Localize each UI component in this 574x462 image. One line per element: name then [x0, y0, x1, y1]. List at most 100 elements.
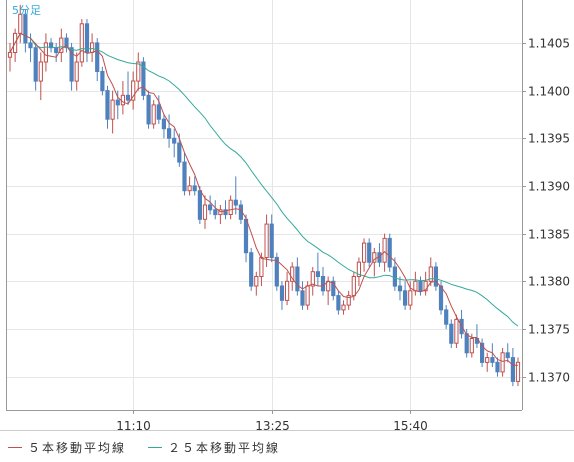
candle-body	[177, 142, 182, 163]
candle-body	[90, 42, 95, 53]
candle-body	[464, 333, 469, 354]
candle-body	[7, 51, 13, 58]
candle-body	[38, 61, 43, 82]
legend-label-ma5: ５本移動平均線	[28, 440, 127, 455]
candle-body	[69, 47, 74, 82]
candle-body	[351, 276, 356, 297]
candle-body	[480, 342, 485, 363]
candle-body	[136, 61, 141, 82]
candle-body	[433, 266, 438, 287]
candle-body	[59, 37, 64, 53]
candle-body	[167, 128, 172, 139]
candle-body	[259, 256, 264, 277]
candle-body	[161, 118, 167, 130]
candle-body	[372, 252, 377, 263]
candle-body	[341, 304, 346, 311]
candle-body	[387, 237, 392, 268]
candle-body	[264, 223, 269, 259]
candle-body	[454, 318, 459, 344]
candle-body	[141, 61, 146, 96]
candle-body	[505, 352, 510, 359]
candle-body	[110, 99, 115, 120]
legend-label-ma25: ２５本移動平均線	[168, 440, 281, 455]
candle-body	[243, 218, 249, 254]
candle-body	[74, 61, 79, 82]
candle-body	[105, 90, 110, 120]
candle-body	[202, 204, 208, 220]
candle-body	[444, 309, 449, 325]
candle-body	[28, 42, 33, 49]
candle-body	[233, 199, 238, 206]
candle-body	[146, 94, 151, 125]
candle-body	[228, 199, 233, 215]
y-tick-label: 1.1375	[528, 323, 570, 337]
candle-body	[300, 290, 305, 306]
candle-body	[382, 237, 387, 263]
candle-body	[320, 276, 326, 292]
ma25-line	[9, 32, 519, 327]
candle-body	[428, 266, 433, 282]
candle-body	[418, 280, 423, 292]
candle-body	[100, 71, 105, 92]
candle-body	[23, 13, 28, 44]
plot-area	[6, 0, 522, 410]
candle-body	[192, 185, 197, 192]
candle-body	[223, 209, 228, 216]
candle-body	[295, 266, 300, 292]
candle-body	[469, 338, 474, 354]
candle-body	[392, 266, 397, 287]
x-tick-label: 13:25	[255, 419, 290, 433]
x-tick-label: 15:40	[393, 419, 428, 433]
candle-body	[151, 104, 156, 125]
candle-body	[279, 285, 285, 301]
candle-body	[495, 361, 500, 373]
legend-swatch-ma5	[8, 446, 22, 448]
timeframe-label: 5分足	[12, 4, 41, 17]
legend-item-ma25: ２５本移動平均線	[148, 439, 280, 456]
candle-body	[131, 80, 136, 101]
candle-body	[269, 223, 274, 259]
candle-body	[43, 42, 48, 63]
candle-body	[125, 94, 131, 101]
candle-body	[315, 271, 320, 278]
candle-body	[397, 285, 403, 292]
candle-body	[515, 361, 521, 382]
candle-body	[156, 104, 161, 120]
candle-body	[403, 290, 408, 306]
candle-body	[356, 261, 361, 278]
y-tick-label: 1.1405	[528, 37, 570, 51]
y-tick-label: 1.1385	[528, 228, 570, 242]
candle-body	[367, 242, 372, 263]
candle-body	[197, 190, 203, 220]
y-tick-label: 1.1380	[528, 275, 570, 289]
candle-body	[54, 47, 59, 54]
y-tick-label: 1.1395	[528, 132, 570, 146]
candle-body	[346, 295, 351, 306]
candle-body	[79, 23, 84, 63]
candle-body	[213, 209, 218, 216]
candle-body	[285, 280, 290, 301]
candle-body	[182, 161, 187, 192]
legend-swatch-ma25	[148, 446, 163, 448]
candle-body	[423, 280, 428, 292]
candle-body	[64, 37, 69, 49]
ma5-line	[9, 32, 518, 366]
candle-body	[305, 285, 310, 306]
candle-body	[438, 285, 444, 311]
y-tick-label: 1.1400	[528, 85, 570, 99]
candle-body	[362, 242, 367, 263]
candle-body	[510, 357, 515, 382]
candle-body	[331, 280, 336, 297]
candle-body	[413, 280, 418, 292]
candle-body	[449, 323, 454, 344]
candle-body	[249, 252, 254, 287]
candle-body	[490, 357, 495, 363]
legend-item-ma5: ５本移動平均線	[8, 439, 126, 456]
y-tick-label: 1.1390	[528, 180, 570, 194]
candle-body	[254, 276, 259, 287]
legend: ５本移動平均線 ２５本移動平均線	[8, 437, 302, 457]
candle-body	[33, 47, 38, 82]
candle-body	[290, 266, 295, 282]
